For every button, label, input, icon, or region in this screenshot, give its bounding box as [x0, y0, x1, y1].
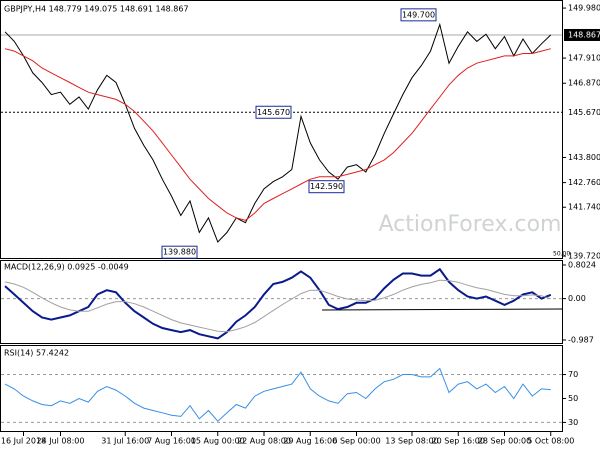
panel-title: GBPJPY,H4 148.779 149.075 148.691 148.86…: [4, 5, 189, 14]
x-tick-label: 16 Jul 2018: [1, 437, 46, 446]
trend-line: [321, 308, 563, 311]
panel-title: MACD(12,26,9) 0.0925 -0.0049: [4, 263, 129, 272]
x-tick-label: 20 Sep 16:00: [432, 437, 485, 446]
y-tick-label: 149.980: [568, 4, 600, 13]
macd-panel-frame: [0, 260, 563, 344]
y-tick-label: 30: [568, 418, 578, 427]
x-tick-label: 7 Aug 16:00: [147, 437, 196, 446]
x-tick-label: 22 Aug 08:00: [237, 437, 291, 446]
annotation-label: 145.670: [257, 108, 290, 117]
series-line: [4, 267, 552, 340]
y-tick-label: 0.8024: [568, 261, 596, 270]
annotation-label: 149.700: [402, 10, 435, 19]
price-panel-frame: [0, 0, 563, 259]
series-line: [4, 22, 552, 243]
y-tick-label: 0.00: [568, 294, 586, 303]
annotation-box: [308, 180, 345, 194]
x-tick-label: 24 Jul 08:00: [37, 437, 85, 446]
y-tick-label: 146.870: [568, 79, 600, 88]
y-tick-label: 141.740: [568, 203, 600, 212]
rsi-panel-frame: [0, 345, 563, 432]
last-price-box: [564, 28, 600, 41]
series-line: [4, 367, 551, 422]
series-line: [4, 279, 551, 333]
scale-note: 50.00: [553, 251, 570, 258]
x-tick-label: 15 Aug 00:00: [191, 437, 245, 446]
x-tick-label: 6 Sep 00:00: [332, 437, 380, 446]
annotation-label: 139.880: [163, 248, 196, 257]
watermark: ActionForex.com: [379, 212, 562, 237]
x-tick-label: 28 Sep 00:00: [478, 437, 531, 446]
level-label: 145.670: [568, 108, 600, 117]
y-tick-label: 50: [568, 394, 578, 403]
x-tick-label: 13 Sep 08:00: [385, 437, 438, 446]
last-price-label: 148.867: [568, 30, 600, 39]
x-tick-label: 29 Aug 16:00: [283, 437, 337, 446]
series-line: [4, 48, 551, 221]
panel-title: RSI(14) 57.4242: [4, 349, 69, 358]
y-tick-label: 143.800: [568, 153, 600, 162]
annotation-box: [400, 8, 437, 22]
y-tick-label: 139.720: [568, 252, 600, 261]
annotation-label: 142.590: [310, 182, 343, 191]
y-tick-label: 142.760: [568, 178, 600, 187]
x-tick-label: 5 Oct 08:00: [527, 437, 574, 446]
y-tick-label: 70: [568, 370, 578, 379]
y-tick-label: -0.987: [568, 335, 594, 344]
annotation-box: [255, 105, 292, 119]
x-tick-label: 31 Jul 16:00: [101, 437, 149, 446]
annotation-box: [161, 245, 198, 259]
y-tick-label: 147.910: [568, 54, 600, 63]
